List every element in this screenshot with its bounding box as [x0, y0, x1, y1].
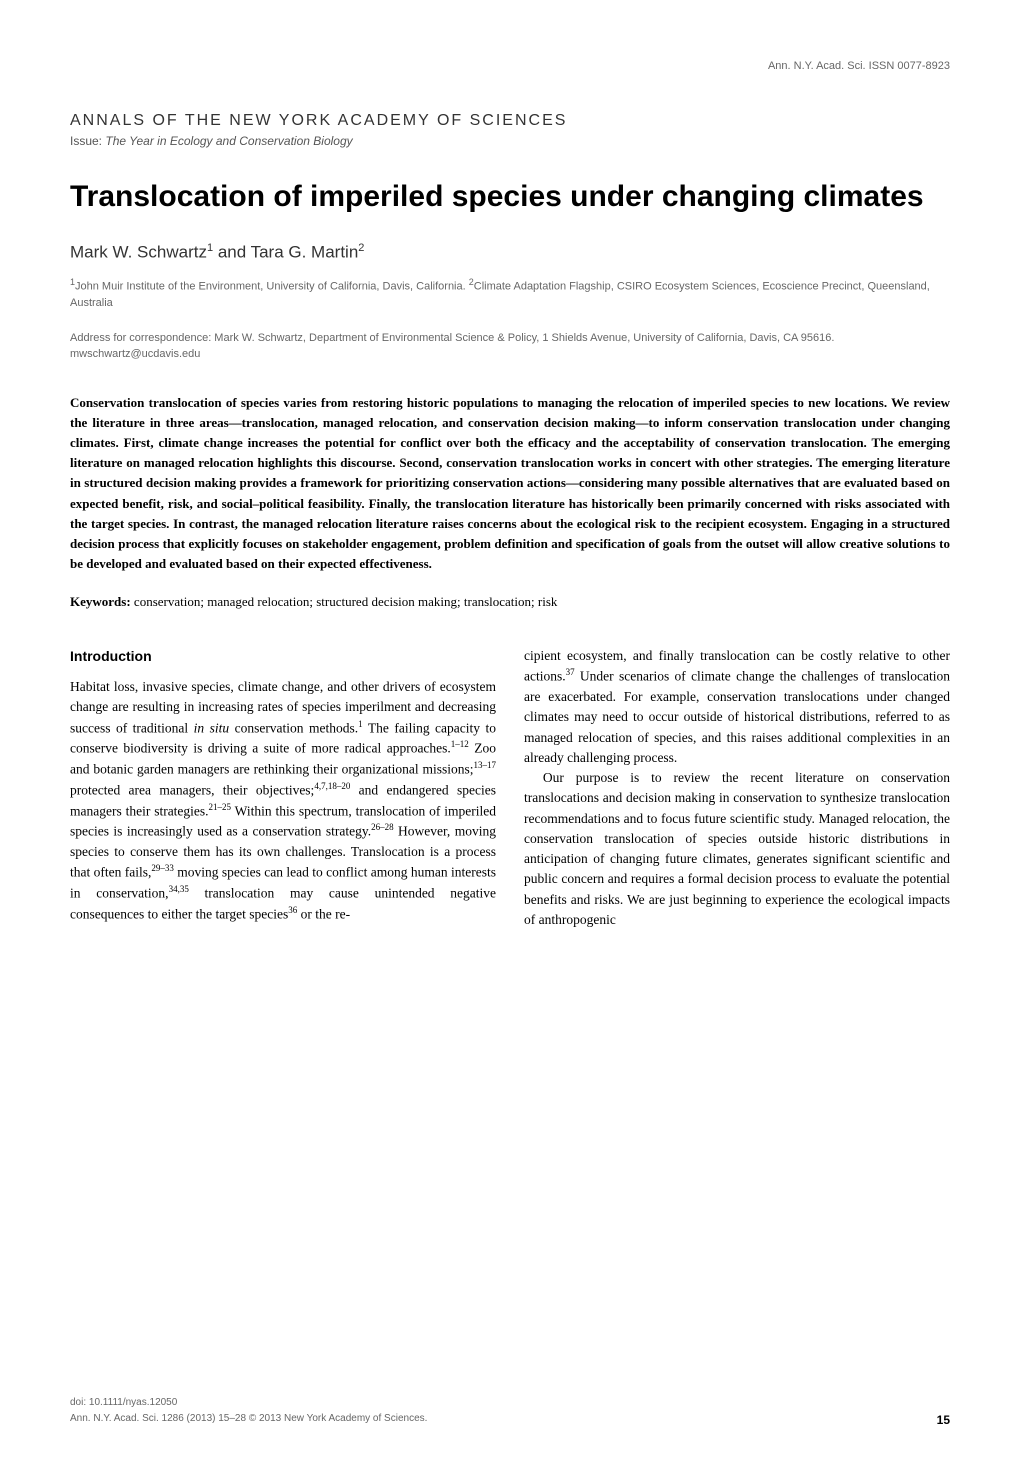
footer-doi: doi: 10.1111/nyas.12050	[70, 1395, 427, 1411]
article-title: Translocation of imperiled species under…	[70, 178, 950, 216]
footer-citation: Ann. N.Y. Acad. Sci. 1286 (2013) 15–28 ©…	[70, 1411, 427, 1427]
issue-label: Issue:	[70, 134, 105, 148]
body-paragraph: Our purpose is to review the recent lite…	[524, 768, 950, 930]
keywords-label: Keywords:	[70, 594, 131, 609]
body-paragraph: cipient ecosystem, and finally transloca…	[524, 646, 950, 768]
journal-name: ANNALS OF THE NEW YORK ACADEMY OF SCIENC…	[70, 112, 950, 130]
column-left: Introduction Habitat loss, invasive spec…	[70, 646, 496, 930]
issue-line: Issue: The Year in Ecology and Conservat…	[70, 134, 950, 148]
footer-left: doi: 10.1111/nyas.12050 Ann. N.Y. Acad. …	[70, 1395, 427, 1427]
issue-title: The Year in Ecology and Conservation Bio…	[105, 134, 352, 148]
page-number: 15	[937, 1413, 950, 1427]
abstract: Conservation translocation of species va…	[70, 393, 950, 574]
body-columns: Introduction Habitat loss, invasive spec…	[70, 646, 950, 930]
header-issn: Ann. N.Y. Acad. Sci. ISSN 0077-8923	[70, 60, 950, 72]
keywords-text: conservation; managed relocation; struct…	[131, 594, 558, 609]
keywords: Keywords: conservation; managed relocati…	[70, 594, 950, 610]
authors: Mark W. Schwartz1 and Tara G. Martin2	[70, 242, 950, 263]
introduction-heading: Introduction	[70, 646, 496, 667]
affiliations: 1John Muir Institute of the Environment,…	[70, 276, 950, 312]
footer: doi: 10.1111/nyas.12050 Ann. N.Y. Acad. …	[70, 1395, 950, 1427]
correspondence: Address for correspondence: Mark W. Schw…	[70, 330, 950, 363]
column-right: cipient ecosystem, and finally transloca…	[524, 646, 950, 930]
body-paragraph: Habitat loss, invasive species, climate …	[70, 677, 496, 925]
